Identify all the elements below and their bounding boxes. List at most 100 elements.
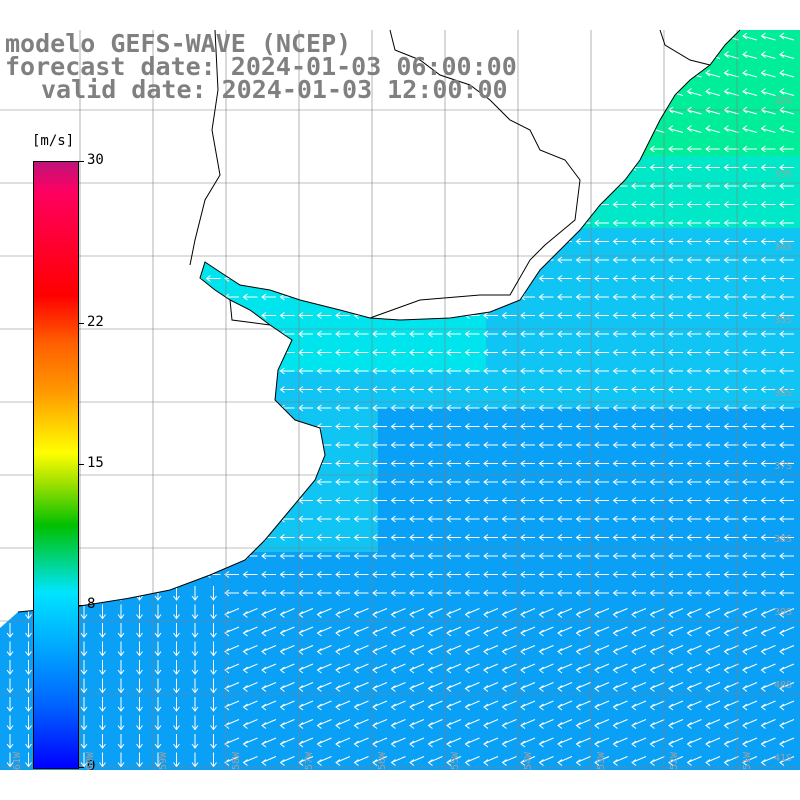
wind-arrow bbox=[261, 589, 276, 597]
field-cell bbox=[648, 318, 666, 336]
wind-arrow bbox=[612, 201, 628, 208]
field-cell bbox=[360, 372, 378, 390]
wind-arrow bbox=[501, 386, 517, 393]
wind-arrow bbox=[173, 715, 180, 731]
field-cell bbox=[540, 282, 558, 300]
field-cell bbox=[612, 462, 630, 480]
wind-arrow bbox=[117, 752, 125, 768]
wind-arrow bbox=[538, 404, 554, 412]
wind-arrow bbox=[372, 386, 387, 393]
wind-arrow bbox=[779, 571, 794, 578]
field-cell bbox=[630, 372, 648, 390]
wind-arrow bbox=[557, 589, 572, 597]
field-cell bbox=[684, 156, 702, 174]
wind-arrow bbox=[501, 737, 517, 748]
wind-arrow bbox=[594, 238, 609, 245]
wind-arrow bbox=[557, 571, 572, 578]
wind-arrow bbox=[136, 623, 143, 638]
wind-arrow bbox=[99, 678, 106, 694]
field-cell bbox=[0, 678, 18, 696]
field-cell bbox=[684, 354, 702, 372]
latitude-label: 33S bbox=[773, 169, 792, 180]
wind-arrow bbox=[686, 182, 702, 190]
wind-arrow bbox=[353, 349, 369, 356]
wind-arrow bbox=[99, 752, 106, 768]
field-cell bbox=[0, 714, 18, 732]
wind-arrow bbox=[501, 349, 517, 356]
wind-arrow bbox=[520, 423, 535, 430]
field-cell bbox=[486, 660, 504, 678]
wind-arrow bbox=[686, 293, 702, 301]
wind-arrow bbox=[538, 571, 554, 578]
field-cell bbox=[612, 516, 630, 534]
wind-arrow bbox=[668, 238, 683, 245]
wind-arrow bbox=[723, 256, 739, 264]
field-cell bbox=[324, 390, 342, 408]
wind-arrow bbox=[668, 571, 683, 578]
field-cell bbox=[558, 732, 576, 750]
wind-arrow bbox=[612, 645, 628, 655]
field-cell bbox=[684, 462, 702, 480]
field-cell bbox=[612, 570, 630, 588]
field-cell bbox=[324, 642, 342, 660]
field-cell bbox=[558, 282, 576, 300]
wind-arrow bbox=[372, 645, 388, 655]
wind-arrow bbox=[779, 478, 794, 486]
wind-arrow bbox=[668, 125, 684, 133]
field-cell bbox=[432, 768, 450, 770]
field-cell bbox=[396, 696, 414, 714]
field-cell bbox=[684, 318, 702, 336]
wind-arrow bbox=[575, 663, 591, 674]
field-cell bbox=[342, 390, 360, 408]
field-cell bbox=[756, 516, 774, 534]
wind-arrow bbox=[575, 645, 591, 655]
wind-arrow bbox=[557, 534, 572, 541]
field-cell bbox=[504, 606, 522, 624]
wind-arrow bbox=[501, 460, 517, 467]
wind-arrow bbox=[224, 626, 240, 637]
field-cell bbox=[234, 750, 252, 768]
field-cell bbox=[432, 714, 450, 732]
field-cell bbox=[360, 732, 378, 750]
wind-arrow bbox=[173, 604, 180, 620]
field-cell bbox=[630, 264, 648, 282]
field-cell bbox=[738, 444, 756, 462]
wind-arrow bbox=[723, 238, 739, 245]
wind-arrow bbox=[779, 293, 794, 301]
field-cell bbox=[666, 552, 684, 570]
field-cell bbox=[432, 372, 450, 390]
wind-arrow bbox=[594, 460, 609, 467]
wind-arrow bbox=[557, 441, 572, 449]
field-cell bbox=[720, 444, 738, 462]
wind-arrow bbox=[612, 460, 628, 467]
field-cell bbox=[756, 534, 774, 552]
field-cell bbox=[288, 354, 306, 372]
wind-arrow bbox=[136, 641, 143, 657]
wind-arrow bbox=[557, 330, 572, 338]
wind-arrow bbox=[649, 515, 665, 523]
wind-arrow bbox=[483, 478, 498, 486]
wind-arrow bbox=[427, 682, 443, 692]
field-cell bbox=[342, 462, 360, 480]
field-cell bbox=[558, 624, 576, 642]
field-cell bbox=[198, 588, 216, 606]
wind-arrow bbox=[173, 734, 180, 749]
field-cell bbox=[18, 768, 36, 770]
field-cell bbox=[558, 480, 576, 498]
wind-arrow bbox=[464, 756, 480, 766]
field-cell bbox=[738, 750, 756, 768]
field-cell bbox=[486, 642, 504, 660]
wind-arrow bbox=[191, 623, 199, 638]
wind-arrow bbox=[353, 552, 369, 560]
field-cell bbox=[126, 678, 144, 696]
field-cell bbox=[0, 660, 18, 678]
wind-arrow bbox=[154, 697, 162, 712]
wind-arrow bbox=[279, 608, 295, 618]
field-cell bbox=[306, 696, 324, 714]
field-cell bbox=[666, 534, 684, 552]
wind-arrow bbox=[742, 700, 758, 711]
wind-arrow bbox=[427, 571, 443, 578]
field-cell bbox=[198, 624, 216, 642]
wind-arrow bbox=[594, 441, 609, 449]
wind-arrow bbox=[25, 752, 32, 768]
